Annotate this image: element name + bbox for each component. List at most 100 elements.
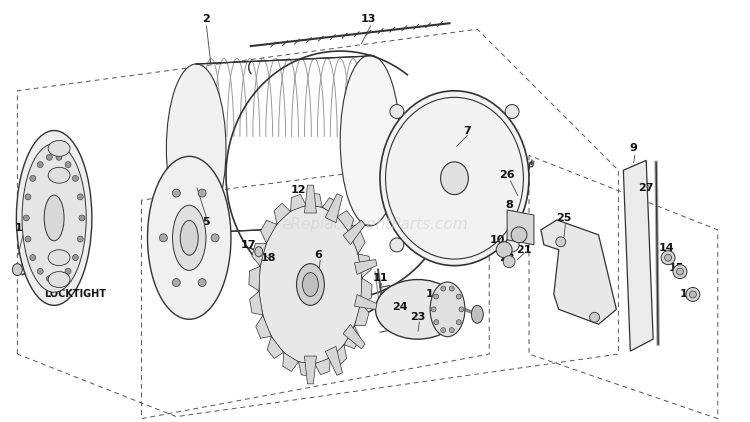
Circle shape	[198, 189, 206, 197]
Circle shape	[172, 189, 180, 197]
Polygon shape	[252, 243, 266, 266]
Circle shape	[503, 256, 515, 268]
Circle shape	[556, 237, 566, 247]
Polygon shape	[355, 295, 377, 309]
Polygon shape	[343, 220, 365, 245]
Text: 8: 8	[506, 200, 513, 210]
Circle shape	[38, 162, 44, 168]
Polygon shape	[344, 326, 360, 349]
Circle shape	[25, 194, 31, 200]
Circle shape	[441, 286, 446, 291]
Ellipse shape	[180, 220, 198, 255]
Circle shape	[433, 320, 439, 325]
Polygon shape	[541, 220, 616, 324]
Text: 19: 19	[14, 223, 30, 233]
Circle shape	[73, 176, 79, 181]
Ellipse shape	[505, 238, 519, 252]
Polygon shape	[358, 254, 371, 278]
Circle shape	[664, 254, 671, 261]
Ellipse shape	[505, 105, 519, 119]
Polygon shape	[267, 336, 284, 358]
Ellipse shape	[148, 157, 231, 319]
Polygon shape	[355, 303, 369, 326]
Circle shape	[590, 312, 599, 322]
Text: eReplacementParts.com: eReplacementParts.com	[282, 217, 468, 233]
Text: 17: 17	[241, 240, 256, 250]
Ellipse shape	[340, 55, 400, 226]
Text: 18: 18	[261, 253, 277, 262]
Circle shape	[23, 215, 29, 221]
Circle shape	[79, 215, 85, 221]
Circle shape	[456, 294, 461, 299]
Circle shape	[30, 254, 36, 260]
Polygon shape	[283, 352, 298, 371]
Text: 24: 24	[392, 302, 408, 312]
Text: 9: 9	[629, 143, 638, 154]
Polygon shape	[290, 195, 306, 211]
Circle shape	[65, 268, 71, 274]
Ellipse shape	[48, 141, 70, 157]
Circle shape	[673, 265, 687, 279]
Text: 27: 27	[638, 183, 654, 193]
Text: 1: 1	[426, 289, 433, 300]
Polygon shape	[350, 231, 365, 254]
Text: 11: 11	[372, 273, 388, 283]
Polygon shape	[249, 266, 260, 291]
Circle shape	[25, 236, 31, 242]
Ellipse shape	[48, 272, 70, 287]
Circle shape	[172, 279, 180, 287]
Text: 4: 4	[26, 190, 34, 200]
Text: 15: 15	[668, 262, 684, 273]
Polygon shape	[331, 345, 346, 365]
Polygon shape	[326, 346, 343, 375]
Ellipse shape	[13, 264, 22, 276]
Ellipse shape	[302, 273, 319, 296]
Text: 21: 21	[516, 245, 532, 255]
Circle shape	[661, 251, 675, 265]
Polygon shape	[361, 278, 372, 303]
Ellipse shape	[430, 282, 465, 337]
Text: 10: 10	[490, 235, 505, 245]
Text: 16: 16	[680, 289, 696, 300]
Ellipse shape	[380, 91, 529, 265]
Polygon shape	[326, 194, 343, 223]
Circle shape	[77, 236, 83, 242]
Ellipse shape	[259, 205, 362, 364]
Circle shape	[46, 154, 53, 160]
Polygon shape	[338, 211, 354, 233]
Circle shape	[211, 234, 219, 242]
Ellipse shape	[296, 264, 324, 306]
Polygon shape	[298, 362, 314, 376]
Text: 26: 26	[500, 170, 515, 180]
Ellipse shape	[166, 64, 226, 233]
Circle shape	[77, 194, 83, 200]
Circle shape	[56, 154, 62, 160]
Circle shape	[30, 176, 36, 181]
Polygon shape	[315, 358, 330, 375]
Circle shape	[65, 162, 71, 168]
Circle shape	[431, 307, 436, 312]
Circle shape	[449, 286, 454, 291]
Ellipse shape	[255, 247, 262, 257]
Ellipse shape	[48, 167, 70, 183]
Ellipse shape	[22, 143, 86, 292]
Polygon shape	[260, 220, 277, 243]
Text: 23: 23	[410, 312, 425, 322]
Ellipse shape	[390, 105, 404, 119]
Circle shape	[511, 227, 527, 243]
Circle shape	[198, 279, 206, 287]
Text: 5: 5	[202, 217, 210, 227]
Text: 7: 7	[464, 125, 471, 135]
Ellipse shape	[48, 250, 70, 265]
Text: 2: 2	[202, 14, 210, 24]
Polygon shape	[304, 185, 316, 213]
Ellipse shape	[16, 130, 92, 306]
Polygon shape	[507, 210, 534, 245]
Text: 13: 13	[360, 14, 376, 24]
Circle shape	[676, 268, 683, 275]
Polygon shape	[256, 315, 272, 338]
Polygon shape	[306, 193, 322, 207]
Ellipse shape	[172, 205, 206, 271]
Polygon shape	[274, 203, 290, 224]
Circle shape	[73, 254, 79, 260]
